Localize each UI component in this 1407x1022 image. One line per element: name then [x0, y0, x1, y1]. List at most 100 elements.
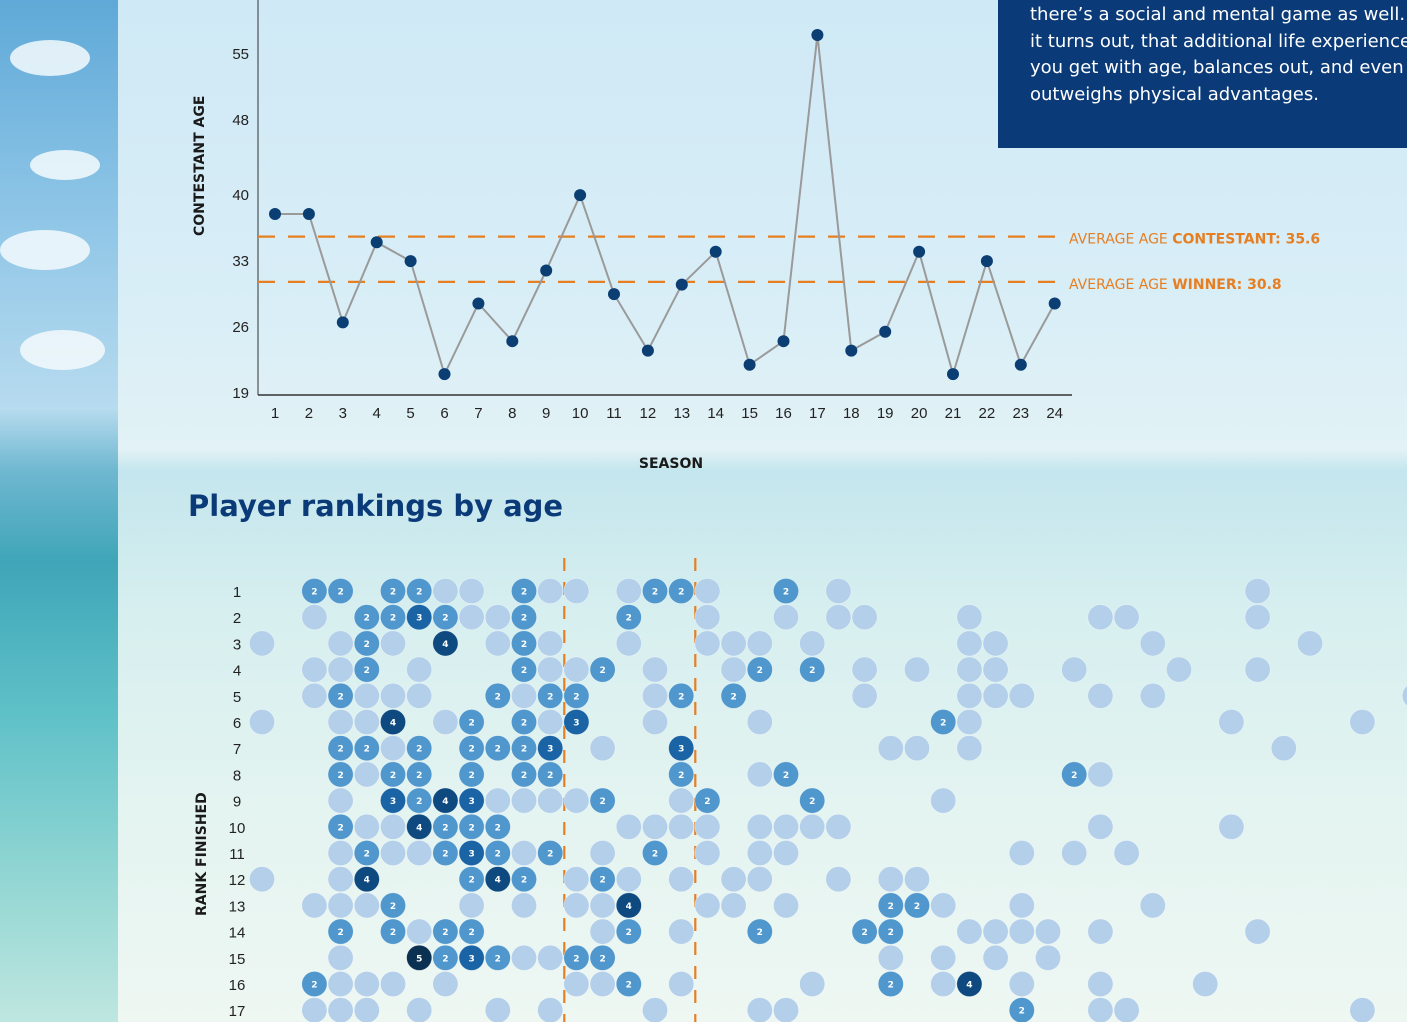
rank-dot	[563, 578, 590, 604]
line-chart-axes	[257, 0, 1072, 396]
rank-dot	[668, 813, 695, 840]
rank-label: 10	[229, 820, 246, 837]
rank-dot: 2	[537, 840, 564, 866]
rank-dot: 2	[511, 656, 537, 683]
rank-label: 15	[229, 951, 246, 968]
rank-dot	[1401, 685, 1407, 707]
age-point	[913, 245, 926, 258]
rank-dot	[615, 578, 642, 604]
rank-dot	[956, 604, 983, 631]
rank-dot-count: 4	[966, 981, 972, 991]
rank-dot-count: 2	[678, 692, 684, 702]
average-line-label: AVERAGE AGE CONTESTANT: 35.6	[1069, 232, 1320, 248]
rank-dot: 2	[642, 578, 668, 604]
x-tick-label: 20	[911, 405, 928, 422]
rank-dot: 2	[799, 656, 826, 683]
rank-dot	[458, 892, 485, 919]
rank-dot	[327, 630, 354, 657]
rank-label: 14	[229, 925, 246, 942]
rank-dot-count: 2	[468, 876, 474, 886]
rank-dot: 2	[380, 604, 406, 631]
rank-dot-count: 2	[311, 981, 317, 991]
rank-label: 1	[233, 584, 241, 601]
rank-dot	[537, 578, 564, 604]
x-tick-label: 14	[707, 405, 724, 422]
rank-dot	[1087, 813, 1114, 840]
rank-dot: 2	[511, 761, 537, 788]
rank-dot-count: 2	[547, 771, 553, 781]
rank-dot: 4	[956, 971, 983, 997]
rank-label: 11	[229, 846, 245, 863]
rank-dot	[799, 630, 826, 657]
rank-dot	[301, 997, 328, 1022]
rank-dot	[877, 735, 904, 762]
rank-dot-count: 2	[521, 640, 527, 650]
rank-dot	[930, 971, 957, 997]
rank-dot: 2	[930, 709, 957, 735]
rank-dot: 2	[904, 892, 930, 919]
rank-dot-count: 2	[678, 588, 684, 598]
age-point	[1048, 297, 1061, 310]
rank-dot	[249, 709, 275, 735]
rank-dot	[1061, 656, 1088, 683]
rank-dot-count: 2	[521, 614, 527, 624]
rank-dot	[537, 656, 564, 683]
rank-dot: 2	[353, 656, 380, 683]
rank-dot	[982, 630, 1009, 657]
rank-dot	[537, 787, 564, 814]
rank-dot	[615, 630, 642, 657]
rank-dot	[615, 813, 642, 840]
rank-dot: 2	[353, 630, 380, 657]
rank-dot	[773, 840, 799, 866]
rank-dot: 2	[353, 735, 380, 762]
rank-dot	[982, 656, 1009, 683]
rank-dot-count: 2	[311, 588, 317, 598]
x-tick-label: 13	[673, 405, 690, 422]
x-tick-label: 3	[339, 405, 347, 422]
rank-dot	[694, 840, 721, 866]
rank-dot: 2	[327, 761, 354, 788]
rank-dot: 3	[458, 787, 485, 814]
rank-dot	[563, 866, 590, 893]
rank-dot	[615, 866, 642, 893]
rank-dot	[956, 918, 983, 945]
rank-dot: 2	[327, 918, 354, 945]
rank-dot: 3	[380, 787, 406, 814]
rank-dot	[589, 918, 616, 945]
rank-dot	[1244, 656, 1271, 683]
rank-dot-count: 2	[495, 823, 501, 833]
rank-dot-count: 4	[626, 902, 632, 912]
rank-dot: 2	[537, 761, 564, 788]
rank-dot	[432, 578, 459, 604]
rank-dot	[694, 578, 721, 604]
rank-dot-count: 2	[364, 666, 370, 676]
age-point	[845, 344, 858, 357]
rank-dot	[589, 971, 616, 997]
rank-dot-count: 2	[599, 797, 605, 807]
rank-dot-count: 2	[573, 954, 579, 964]
rank-dot	[353, 892, 380, 919]
rank-label: 9	[233, 794, 241, 811]
rank-dot: 2	[432, 840, 459, 866]
rank-dot: 2	[615, 918, 642, 945]
rank-dot-count: 3	[468, 954, 474, 964]
rank-dot-count: 2	[599, 954, 605, 964]
rank-dot	[1087, 761, 1114, 788]
rank-dot	[956, 709, 983, 735]
rank-dot-count: 4	[495, 876, 501, 886]
rank-dot: 2	[353, 840, 380, 866]
x-tick-label: 24	[1046, 405, 1063, 422]
rank-dot	[353, 761, 380, 788]
rank-dot: 2	[615, 971, 642, 997]
rank-dot: 4	[353, 866, 380, 893]
rank-dot	[746, 761, 773, 788]
rank-dot	[1087, 971, 1114, 997]
rank-label: 5	[233, 689, 241, 706]
rank-dot	[668, 866, 695, 893]
rank-dot	[1113, 997, 1140, 1022]
rank-dot	[249, 866, 275, 893]
x-tick-label: 23	[1012, 405, 1029, 422]
rank-dot-count: 4	[442, 640, 448, 650]
rank-dot: 2	[327, 578, 354, 604]
rank-dot-count: 2	[626, 981, 632, 991]
